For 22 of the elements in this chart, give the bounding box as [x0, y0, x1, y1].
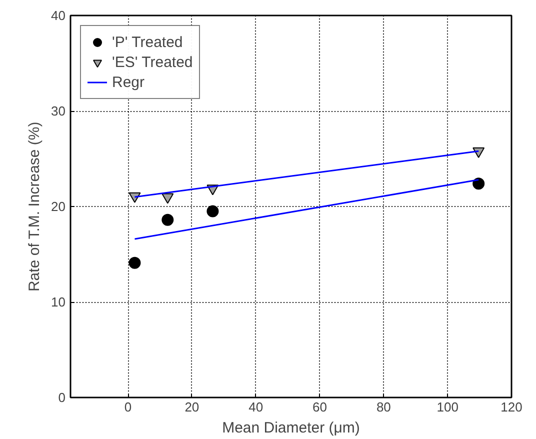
x-tick-label: 20	[184, 400, 200, 414]
x-tick-label: 40	[248, 400, 264, 414]
x-tick-label: 60	[312, 400, 327, 414]
point	[206, 205, 219, 218]
point	[128, 256, 141, 269]
point	[162, 214, 174, 226]
y-tick-label: 20	[51, 199, 66, 214]
y-tick-label: 0	[58, 390, 66, 405]
y-tick-label: 10	[51, 294, 66, 310]
x-tick-label: 100	[436, 400, 458, 414]
y-axis-title: Rate of T.M. Increase (%)	[26, 122, 44, 292]
x-tick-label: 0	[124, 400, 132, 414]
x-axis-title: Mean Diameter (μm)	[222, 420, 360, 436]
x-tick-label: 120	[500, 400, 522, 414]
legend-label: Regr	[112, 74, 145, 90]
point	[472, 178, 485, 190]
y-tick-label: 30	[51, 104, 66, 118]
legend-label: 'ES' Treated	[112, 54, 193, 70]
y-tick-label: 40	[51, 8, 66, 23]
legend-label: 'P' Treated	[112, 34, 183, 50]
x-tick-label: 80	[376, 400, 391, 414]
point	[162, 193, 174, 204]
